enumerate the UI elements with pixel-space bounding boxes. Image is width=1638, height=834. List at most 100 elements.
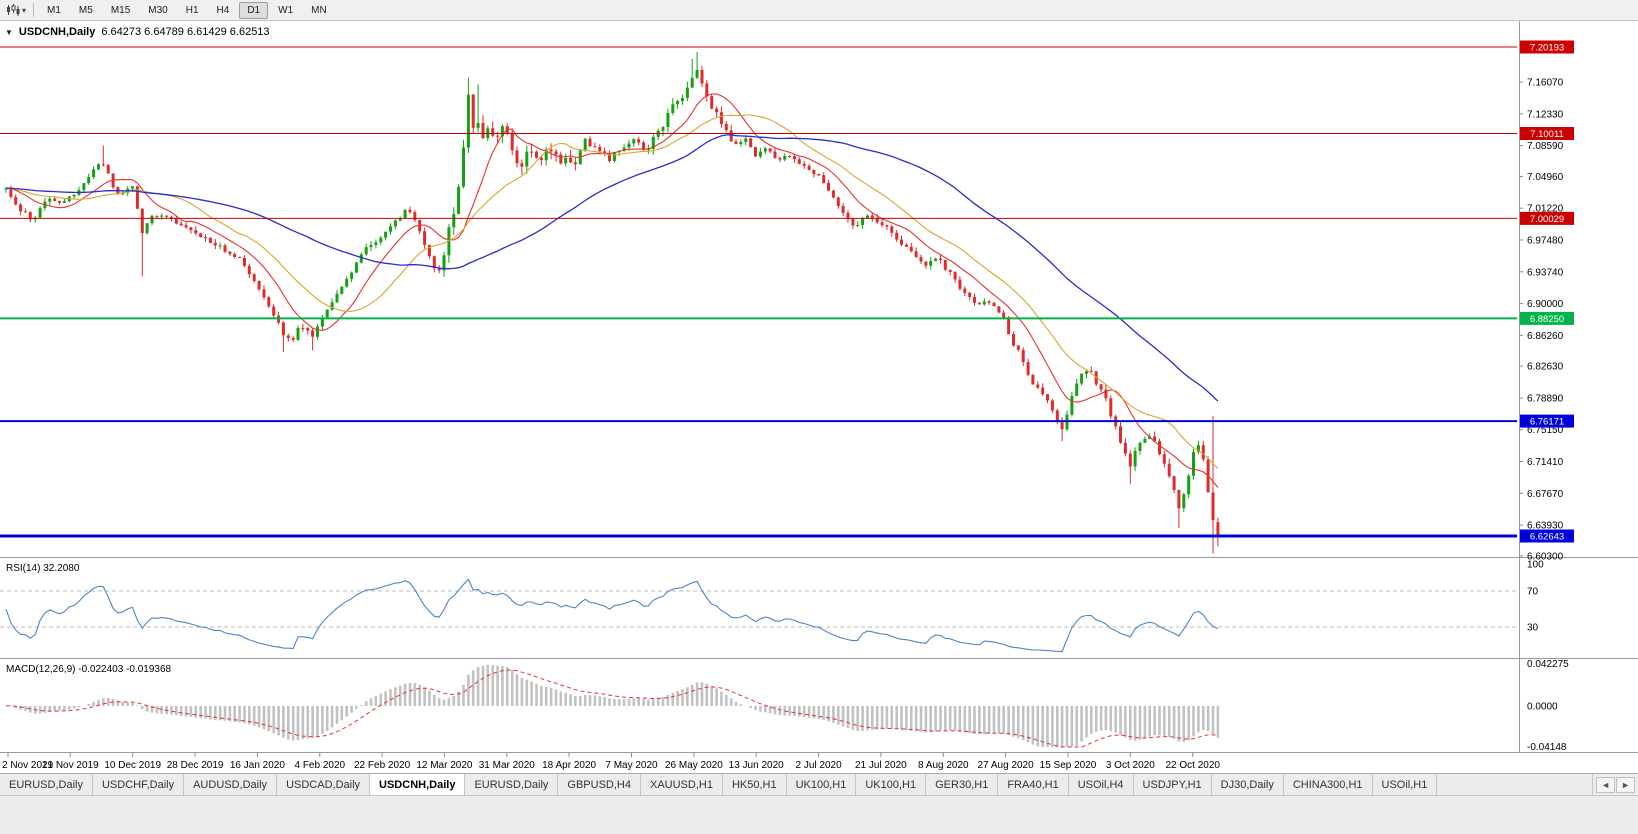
tab-fra40-h1[interactable]: FRA40,H1 — [998, 774, 1069, 795]
svg-text:15 Sep 2020: 15 Sep 2020 — [1040, 760, 1097, 771]
tab-eurusd-daily[interactable]: EURUSD,Daily — [465, 774, 559, 795]
candlestick-glyph — [7, 4, 20, 16]
tab-hk50-h1[interactable]: HK50,H1 — [722, 774, 787, 795]
svg-text:31 Mar 2020: 31 Mar 2020 — [479, 760, 536, 771]
chart-ohlc-values: 6.64273 6.64789 6.61429 6.62513 — [101, 26, 270, 38]
tab-usdchf-daily[interactable]: USDCHF,Daily — [92, 774, 185, 795]
timeframe-button-m5[interactable]: M5 — [78, 4, 93, 16]
timeframe-toolbar: ▾ M1 M5 M15 M30 H1 H4 D1 W1 MN — [0, 0, 1638, 21]
rsi-axis-label: 70 — [1527, 587, 1539, 598]
ma-mid-line — [5, 114, 1219, 470]
rsi-axis-label: 100 — [1527, 560, 1544, 571]
tab-uk100-h1[interactable]: UK100,H1 — [786, 774, 857, 795]
chart-canvas[interactable]: 7.16070 7.12330 7.08590 7.04960 7.01220 6.974… — [0, 21, 1638, 778]
svg-text:6.90000: 6.90000 — [1527, 299, 1564, 310]
svg-text:2 Nov 2019: 2 Nov 2019 — [2, 760, 54, 771]
svg-text:6.82630: 6.82630 — [1527, 362, 1564, 373]
price-chart-svg[interactable]: 7.16070 7.12330 7.08590 7.04960 7.01220 6.974… — [0, 21, 1638, 773]
timeframe-button-m30[interactable]: M30 — [148, 4, 168, 16]
svg-text:22 Oct 2020: 22 Oct 2020 — [1165, 760, 1220, 771]
timeframe-button-w1[interactable]: W1 — [278, 4, 294, 16]
candles — [4, 52, 1220, 554]
svg-text:7.20193: 7.20193 — [1530, 43, 1564, 54]
timeframe-buttons: M1 M5 M15 M30 H1 H4 D1 W1 MN — [39, 1, 335, 19]
tab-scroll-right-icon[interactable]: ► — [1616, 776, 1635, 793]
svg-text:6.60300: 6.60300 — [1527, 551, 1564, 562]
svg-text:2 Jul 2020: 2 Jul 2020 — [796, 760, 843, 771]
svg-text:7.01220: 7.01220 — [1527, 204, 1564, 215]
price-tag-6.62643: 6.62643 — [1520, 529, 1574, 543]
svg-text:6.62643: 6.62643 — [1530, 532, 1564, 543]
tab-scroll-controls: ◄ ► — [1592, 774, 1638, 795]
svg-text:28 Dec 2019: 28 Dec 2019 — [167, 760, 224, 771]
svg-text:6.78890: 6.78890 — [1527, 394, 1564, 405]
tab-audusd-daily[interactable]: AUDUSD,Daily — [184, 774, 278, 795]
tab-usdcad-daily[interactable]: USDCAD,Daily — [277, 774, 371, 795]
chart-type-icon[interactable] — [4, 2, 22, 18]
svg-text:6.76171: 6.76171 — [1530, 417, 1564, 428]
svg-text:22 Feb 2020: 22 Feb 2020 — [354, 760, 411, 771]
chart-tabs: EURUSD,Daily USDCHF,Daily AUDUSD,Daily USDC… — [0, 774, 1438, 795]
macd-axis-label: 0.042275 — [1527, 659, 1569, 670]
tab-usdjpy-h1[interactable]: USDJPY,H1 — [1133, 774, 1212, 795]
tab-eurusd-daily[interactable]: EURUSD,Daily — [0, 774, 93, 795]
price-axis: 7.16070 7.12330 7.08590 7.04960 7.01220 6.974… — [1519, 78, 1564, 562]
svg-text:7.16070: 7.16070 — [1527, 78, 1564, 89]
tab-scroll-left-icon[interactable]: ◄ — [1596, 776, 1616, 793]
svg-text:6.67670: 6.67670 — [1527, 489, 1564, 500]
tab-xauusd-h1[interactable]: XAUUSD,H1 — [640, 774, 723, 795]
ma-slow-line — [5, 134, 1219, 402]
svg-text:8 Aug 2020: 8 Aug 2020 — [918, 760, 969, 771]
svg-text:6.75150: 6.75150 — [1527, 425, 1564, 436]
macd-axis-label: 0.0000 — [1527, 701, 1558, 712]
svg-text:3 Oct 2020: 3 Oct 2020 — [1106, 760, 1155, 771]
chart-area[interactable]: 7.16070 7.12330 7.08590 7.04960 7.01220 6.974… — [0, 21, 1638, 773]
svg-text:7 May 2020: 7 May 2020 — [605, 760, 658, 771]
price-tag-7.10011: 7.10011 — [1520, 127, 1574, 140]
price-tag-7.00029: 7.00029 — [1520, 211, 1574, 225]
svg-text:18 Apr 2020: 18 Apr 2020 — [542, 760, 596, 771]
macd-histogram — [4, 664, 1220, 747]
chart-background — [0, 21, 1638, 773]
svg-text:6.93740: 6.93740 — [1527, 267, 1564, 278]
svg-text:21 Nov 2019: 21 Nov 2019 — [42, 760, 99, 771]
timeframe-button-m15[interactable]: M15 — [110, 4, 131, 16]
svg-text:27 Aug 2020: 27 Aug 2020 — [978, 760, 1035, 771]
tab-usoil-h1[interactable]: USOil,H1 — [1372, 774, 1438, 795]
tab-gbpusd-h4[interactable]: GBPUSD,H4 — [558, 774, 641, 795]
svg-text:7.00029: 7.00029 — [1530, 214, 1564, 225]
tab-uk100-h1[interactable]: UK100,H1 — [856, 774, 927, 795]
price-tag-7.20193: 7.20193 — [1520, 40, 1574, 54]
svg-text:10 Dec 2019: 10 Dec 2019 — [104, 760, 161, 771]
svg-text:7.08590: 7.08590 — [1527, 141, 1564, 152]
rsi-label: RSI(14) 32.2080 — [6, 563, 80, 574]
tab-usdcnh-daily[interactable]: USDCNH,Daily — [370, 774, 466, 795]
chart-collapse-arrow-icon[interactable]: ▼ — [5, 27, 13, 37]
tab-usoil-h4[interactable]: USOil,H4 — [1068, 774, 1134, 795]
svg-text:21 Jul 2020: 21 Jul 2020 — [855, 760, 907, 771]
svg-text:6.88250: 6.88250 — [1530, 314, 1564, 325]
svg-text:26 May 2020: 26 May 2020 — [665, 760, 723, 771]
macd-label: MACD(12,26,9) -0.022403 -0.019368 — [6, 664, 172, 675]
price-tag-6.88250: 6.88250 — [1520, 311, 1574, 325]
tab-dj30-daily[interactable]: DJ30,Daily — [1211, 774, 1284, 795]
timeframe-button-h1[interactable]: H1 — [185, 4, 199, 16]
tab-china300-h1[interactable]: CHINA300,H1 — [1283, 774, 1373, 795]
timeframe-button-h4[interactable]: H4 — [216, 4, 230, 16]
chart-type-dropdown-caret-icon[interactable]: ▾ — [22, 5, 27, 15]
price-tag-6.76171: 6.76171 — [1520, 414, 1574, 428]
chart-tab-bar: EURUSD,Daily USDCHF,Daily AUDUSD,Daily USDC… — [0, 773, 1638, 795]
svg-text:16 Jan 2020: 16 Jan 2020 — [230, 760, 285, 771]
timeframe-button-mn[interactable]: MN — [311, 4, 327, 16]
svg-text:6.86260: 6.86260 — [1527, 331, 1564, 342]
svg-text:6.63930: 6.63930 — [1527, 521, 1564, 532]
timeframe-button-m1[interactable]: M1 — [47, 4, 61, 16]
timeframe-button-d1[interactable]: D1 — [239, 1, 269, 19]
svg-text:7.10011: 7.10011 — [1530, 129, 1564, 140]
status-strip — [0, 795, 1638, 834]
tab-ger30-h1[interactable]: GER30,H1 — [926, 774, 999, 795]
chart-title: ▼ USDCNH,Daily 6.64273 6.64789 6.61429 6… — [5, 26, 270, 38]
rsi-axis-label: 30 — [1527, 623, 1539, 634]
ma-fast-line — [5, 93, 1219, 488]
